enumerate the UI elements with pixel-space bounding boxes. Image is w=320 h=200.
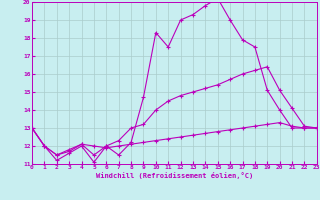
X-axis label: Windchill (Refroidissement éolien,°C): Windchill (Refroidissement éolien,°C) [96,172,253,179]
